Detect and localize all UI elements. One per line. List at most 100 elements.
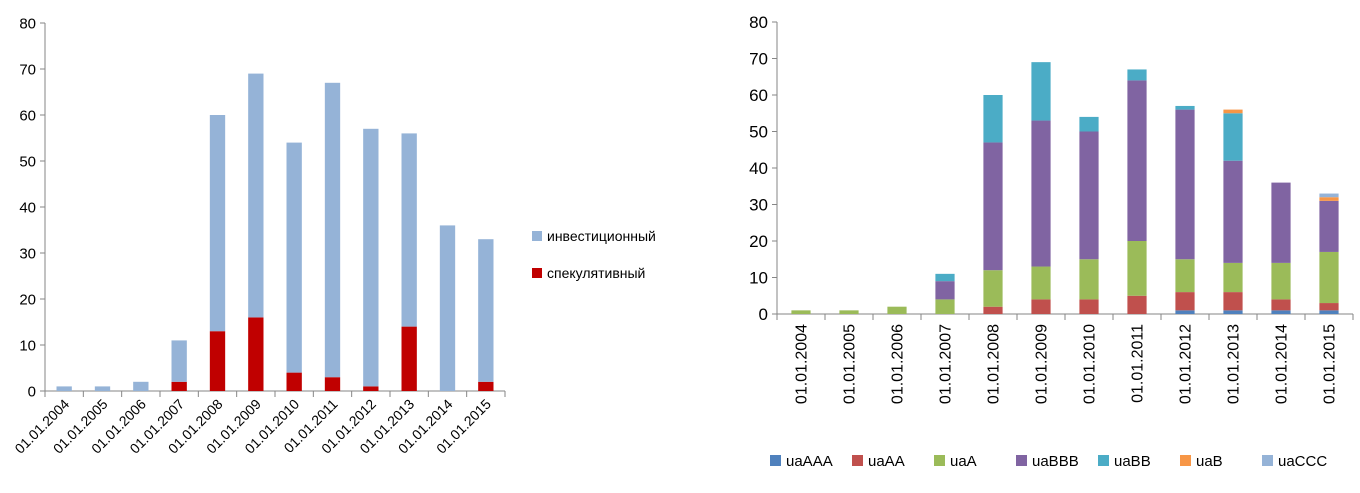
bar-segment-инвестиционный: [401, 133, 417, 327]
bar-segment-uaaaa: [1319, 310, 1339, 314]
bar-segment-uaa: [839, 310, 859, 314]
right-legend: uaAAA uaAA uaA uaBBB uaBB uaB uaCCC: [770, 453, 1327, 470]
bar-segment-uab: [1223, 109, 1243, 114]
bar-segment-uabbb: [1175, 109, 1195, 260]
right-plot-area: [776, 22, 1353, 315]
bar-segment-инвестиционный: [286, 142, 302, 373]
y-tick-label: 20: [19, 291, 36, 308]
right-y-axis-ticks: 0 10 20 30 40 50 60 70 80: [749, 13, 777, 324]
legend-label: uaAA: [868, 453, 905, 470]
y-tick-label: 0: [28, 383, 36, 400]
y-tick-label: 10: [19, 337, 36, 354]
bar-segment-uaaa: [1223, 292, 1243, 311]
x-tick-label: 01.01.2014: [1274, 324, 1291, 404]
bar-segment-uabb: [1127, 69, 1147, 81]
bar-segment-инвестиционный: [324, 82, 341, 378]
y-tick-label: 10: [749, 268, 768, 287]
bar-segment-uaaa: [1079, 299, 1099, 314]
bar-segment-uaa: [887, 306, 907, 314]
bar-segment-инвестиционный: [478, 239, 494, 382]
bar-segment-uaa: [1223, 262, 1243, 293]
bar-segment-uaa: [1271, 262, 1291, 300]
bar-segment-спекулятивный: [401, 326, 417, 391]
y-tick-label: 80: [749, 13, 768, 32]
bar-segment-спекулятивный: [248, 317, 264, 391]
bar-segment-спекулятивный: [363, 386, 379, 391]
x-tick-label: 01.01.2006: [890, 324, 907, 404]
bar-segment-uaaa: [1031, 299, 1051, 314]
bar-segment-uaa: [1031, 266, 1051, 300]
legend-label: uaBB: [1114, 453, 1151, 470]
x-tick-label: 01.01.2012: [1178, 324, 1195, 404]
x-tick-label: 01.01.2008: [986, 324, 1003, 404]
legend-swatch: [770, 455, 781, 466]
y-tick-label: 50: [749, 122, 768, 141]
x-tick-label: 01.01.2004: [794, 324, 811, 404]
x-tick-label: 01.01.2015: [1322, 324, 1339, 404]
bar-segment-uabbb: [935, 281, 955, 300]
y-tick-label: 30: [749, 195, 768, 214]
legend-label: спекулятивный: [547, 265, 645, 281]
bar-segment-uaa: [1319, 251, 1339, 304]
bar-segment-uabbb: [1223, 160, 1243, 263]
legend-swatch: [1016, 455, 1027, 466]
bar-segment-инвестиционный: [94, 386, 111, 391]
bar-segment-uabb: [983, 95, 1003, 143]
bar-segment-инвестиционный: [248, 73, 264, 318]
bar-segment-uaa: [935, 299, 955, 314]
bar-segment-uabbb: [1319, 200, 1339, 252]
x-tick-label: 01.01.2013: [1226, 324, 1243, 404]
y-tick-label: 60: [749, 86, 768, 105]
x-tick-label: 01.01.2005: [842, 324, 859, 404]
y-tick-label: 0: [759, 305, 768, 324]
bar-segment-uaaaa: [1175, 310, 1195, 314]
bar-segment-uabbb: [1079, 131, 1099, 260]
legend-label: инвестиционный: [547, 228, 656, 244]
bar-segment-uaaaa: [1271, 310, 1291, 314]
legend-swatch: [532, 231, 542, 241]
bar-segment-спекулятивный: [209, 331, 226, 391]
legend-label: uaCCC: [1278, 453, 1327, 470]
y-tick-label: 80: [19, 15, 36, 32]
bar-segment-uabb: [935, 273, 955, 282]
bar-segment-uaa: [1079, 259, 1099, 300]
y-tick-label: 50: [19, 153, 36, 170]
bar-segment-uaaa: [983, 306, 1003, 314]
bar-segment-uabbb: [983, 142, 1003, 271]
bar-segment-uaaa: [1319, 303, 1339, 311]
right-x-axis-ticks: 01.01.2004 01.01.2005 01.01.2006 01.01.2007…: [776, 314, 1354, 404]
y-tick-label: 40: [19, 199, 36, 216]
bar-segment-uaaa: [1175, 292, 1195, 311]
legend-swatch: [1180, 455, 1191, 466]
y-tick-label: 70: [749, 49, 768, 68]
left-legend: инвестиционный спекулятивный: [532, 228, 656, 281]
left-y-axis-ticks: 0 10 20 30 40 50 60 70 80: [19, 15, 45, 400]
legend-label: uaB: [1196, 453, 1223, 470]
x-tick-label: 01.01.2010: [1082, 324, 1099, 404]
bar-segment-uaa: [1127, 241, 1147, 296]
bar-segment-uaaa: [1127, 295, 1147, 314]
y-tick-label: 20: [749, 232, 768, 251]
bar-segment-спекулятивный: [324, 377, 341, 391]
legend-label: uaA: [950, 453, 977, 470]
bar-segment-инвестиционный: [209, 115, 226, 332]
bar-segment-uaaaa: [1223, 310, 1243, 314]
bar-segment-uabb: [1223, 113, 1243, 161]
bar-segment-uabbb: [1031, 120, 1051, 267]
bar-segment-uabb: [1079, 116, 1099, 132]
y-tick-label: 40: [749, 159, 768, 178]
bar-segment-uaa: [983, 270, 1003, 307]
bar-segment-uab: [1319, 197, 1339, 201]
x-tick-label: 01.01.2009: [1034, 324, 1051, 404]
bar-segment-спекулятивный: [286, 372, 302, 391]
bar-segment-инвестиционный: [171, 340, 187, 382]
bar-segment-uabb: [1175, 105, 1195, 110]
bar-segment-инвестиционный: [363, 128, 379, 387]
legend-swatch: [934, 455, 945, 466]
legend-swatch: [1262, 455, 1273, 466]
x-tick-label: 01.01.2007: [938, 324, 955, 404]
bar-segment-uaccc: [1319, 193, 1339, 198]
legend-swatch: [532, 268, 542, 278]
